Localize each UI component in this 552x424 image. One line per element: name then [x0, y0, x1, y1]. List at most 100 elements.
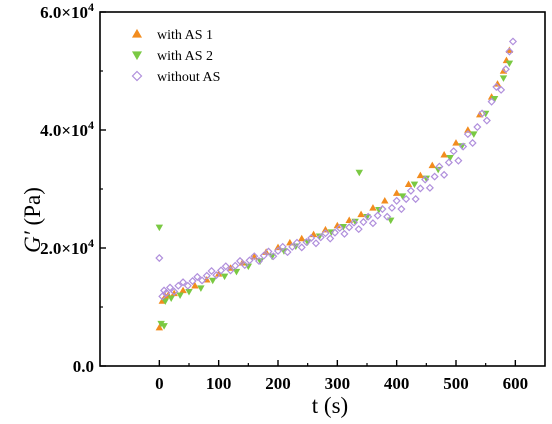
data-point — [464, 126, 472, 133]
data-point — [158, 292, 167, 301]
plot-area — [99, 11, 546, 367]
data-point — [473, 123, 482, 132]
data-point — [397, 205, 406, 214]
data-point — [487, 97, 496, 106]
data-point — [220, 273, 229, 281]
y-tick-label: 4.0×104 — [40, 118, 94, 140]
x-axis: 0 100 200 300 400 500 600 — [155, 360, 528, 393]
data-point — [381, 196, 389, 204]
data-point — [161, 298, 169, 305]
data-point — [364, 212, 373, 221]
data-point — [449, 147, 458, 156]
data-point — [499, 75, 508, 82]
data-point — [368, 219, 377, 228]
data-point — [430, 172, 439, 181]
data-point — [326, 234, 335, 243]
legend-label-2: with AS 2 — [157, 49, 213, 64]
data-point — [355, 169, 364, 177]
data-point — [316, 233, 325, 242]
data-point — [470, 131, 478, 138]
data-point — [302, 238, 311, 247]
data-point — [375, 206, 383, 214]
data-point — [155, 224, 164, 232]
data-point — [416, 171, 425, 179]
data-point — [505, 60, 514, 68]
y-tick-label: 2.0×104 — [40, 236, 94, 258]
data-point — [335, 223, 344, 232]
data-point — [176, 292, 184, 300]
data-point — [345, 216, 353, 223]
legend-label-3: without AS — [157, 70, 220, 85]
data-point — [259, 251, 268, 260]
data-point — [501, 65, 510, 74]
data-point — [421, 175, 430, 184]
data-point — [292, 238, 302, 247]
data-point — [482, 116, 491, 125]
data-point — [209, 277, 217, 285]
data-point — [188, 276, 197, 286]
data-point — [404, 180, 413, 187]
data-point — [349, 218, 358, 227]
series-3 — [155, 37, 518, 301]
x-tick-label: 600 — [503, 374, 529, 393]
data-point — [505, 47, 514, 56]
legend-marker-2 — [131, 51, 143, 61]
y-axis: 0.0 2.0×104 4.0×104 6.0×104 — [40, 0, 106, 376]
data-point — [245, 256, 254, 265]
legend: with AS 1 with AS 2 without AS — [131, 28, 220, 85]
legend-marker-3 — [131, 70, 143, 82]
data-point — [357, 210, 365, 218]
y-tick-label: 0.0 — [73, 357, 94, 376]
data-point — [508, 37, 518, 46]
data-point — [283, 248, 292, 257]
data-point — [278, 242, 287, 251]
data-point — [202, 271, 211, 280]
data-point — [452, 139, 460, 146]
data-point — [435, 162, 444, 171]
data-point — [297, 243, 306, 252]
y-axis-unit: (Pa) — [20, 187, 45, 231]
data-point — [392, 196, 401, 205]
y-axis-title: G′ (Pa) — [20, 187, 45, 253]
series-2 — [155, 60, 514, 330]
data-point — [492, 82, 501, 91]
data-point — [497, 85, 506, 94]
plot-frame — [99, 11, 546, 367]
data-point — [155, 253, 164, 263]
data-point — [387, 217, 395, 225]
data-point — [179, 278, 188, 287]
data-point — [185, 288, 193, 296]
data-point — [340, 229, 349, 238]
data-point — [250, 252, 259, 261]
y-tick-label: 6.0×104 — [40, 0, 94, 22]
data-point — [398, 193, 407, 200]
data-point — [183, 281, 192, 290]
x-tick-label: 300 — [325, 374, 351, 393]
legend-marker-1 — [131, 28, 143, 38]
data-point — [425, 183, 434, 192]
data-point — [235, 256, 245, 266]
data-point — [383, 212, 392, 221]
data-point — [369, 204, 377, 211]
data-point — [174, 281, 183, 290]
data-point — [321, 229, 330, 238]
data-point — [416, 184, 425, 193]
data-point — [311, 239, 321, 248]
data-point — [207, 266, 216, 276]
data-point — [231, 261, 240, 270]
data-point — [298, 234, 306, 242]
data-point — [232, 268, 241, 276]
data-point — [193, 272, 202, 281]
data-point — [273, 246, 283, 255]
data-point — [446, 155, 454, 162]
data-point — [167, 295, 175, 302]
data-point — [254, 256, 264, 266]
data-point — [191, 281, 199, 289]
y-axis-symbol: G′ — [20, 230, 45, 253]
data-point — [428, 161, 436, 169]
data-point — [240, 261, 249, 270]
data-point — [212, 271, 221, 280]
data-point — [444, 158, 453, 167]
data-point — [463, 130, 472, 139]
data-point — [406, 186, 415, 195]
